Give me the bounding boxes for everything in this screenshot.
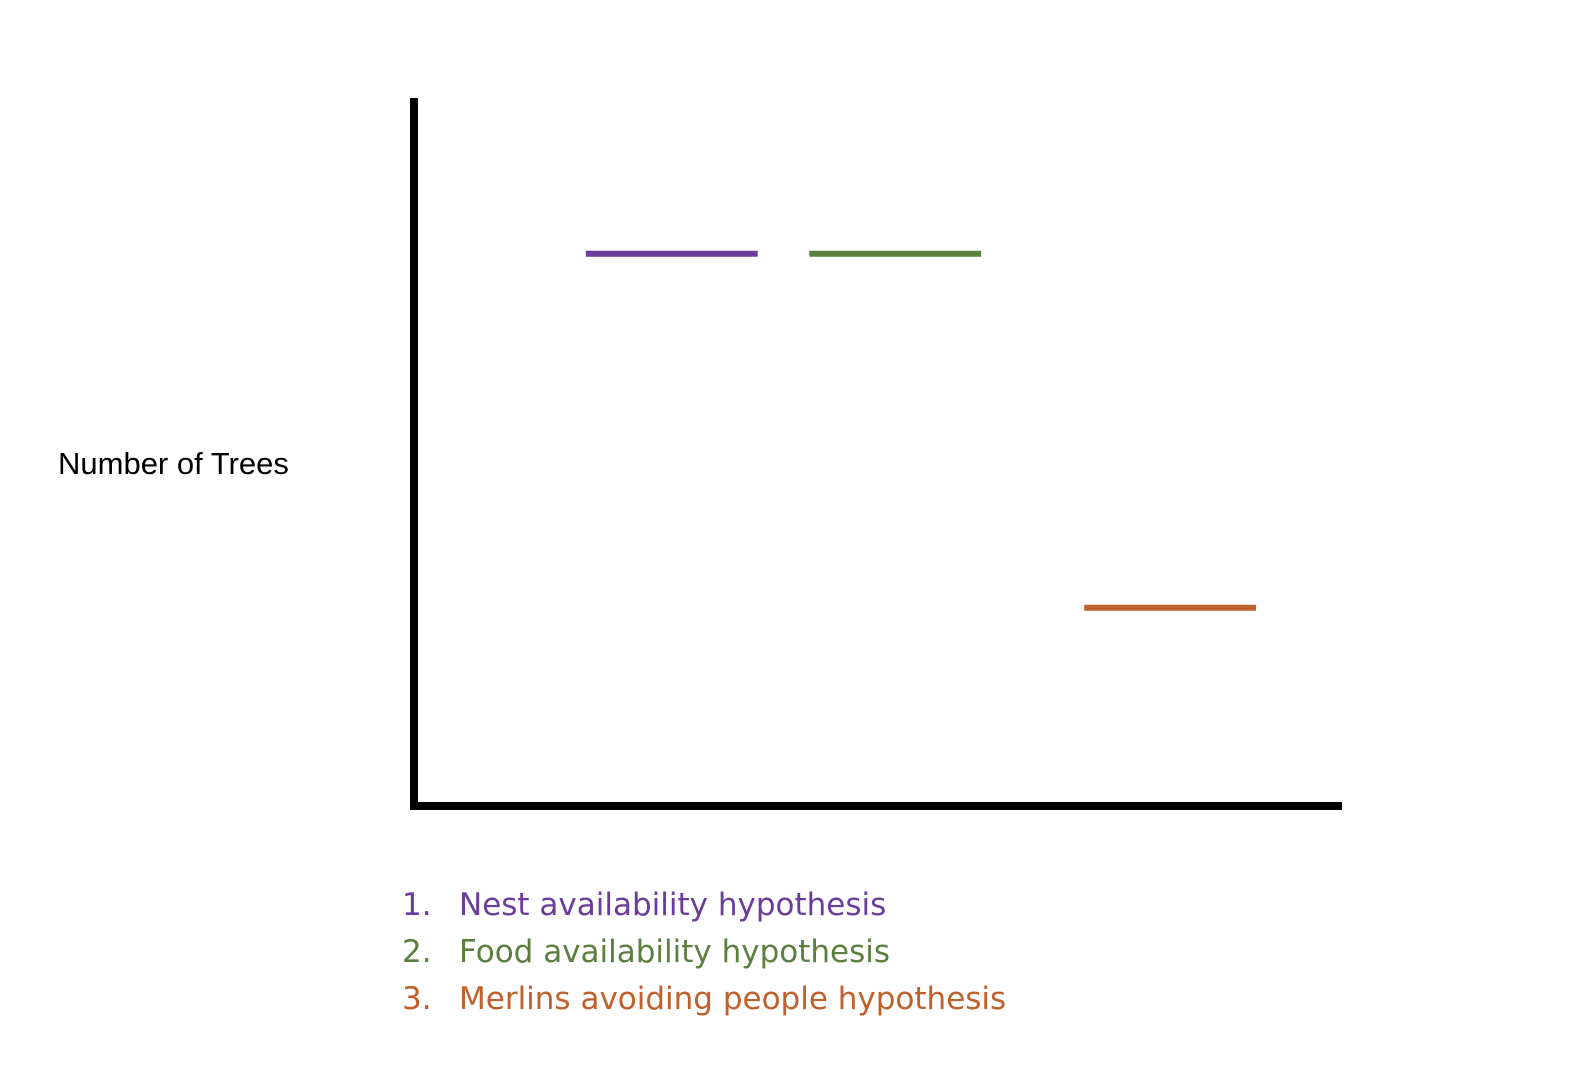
legend-label: Food availability hypothesis bbox=[459, 934, 891, 970]
legend-label: Merlins avoiding people hypothesis bbox=[459, 981, 1007, 1017]
legend-number: 2. bbox=[402, 934, 432, 970]
legend-item-food: 2. Food availability hypothesis bbox=[402, 929, 1006, 976]
legend-item-nest: 1. Nest availability hypothesis bbox=[402, 882, 1006, 929]
legend-number: 1. bbox=[402, 887, 432, 923]
legend: 1. Nest availability hypothesis 2. Food av… bbox=[402, 882, 1006, 1023]
legend-number: 3. bbox=[402, 981, 432, 1017]
legend-label: Nest availability hypothesis bbox=[459, 887, 887, 923]
y-axis-label: Number of Trees bbox=[58, 446, 289, 481]
legend-item-merlins: 3. Merlins avoiding people hypothesis bbox=[402, 976, 1006, 1023]
